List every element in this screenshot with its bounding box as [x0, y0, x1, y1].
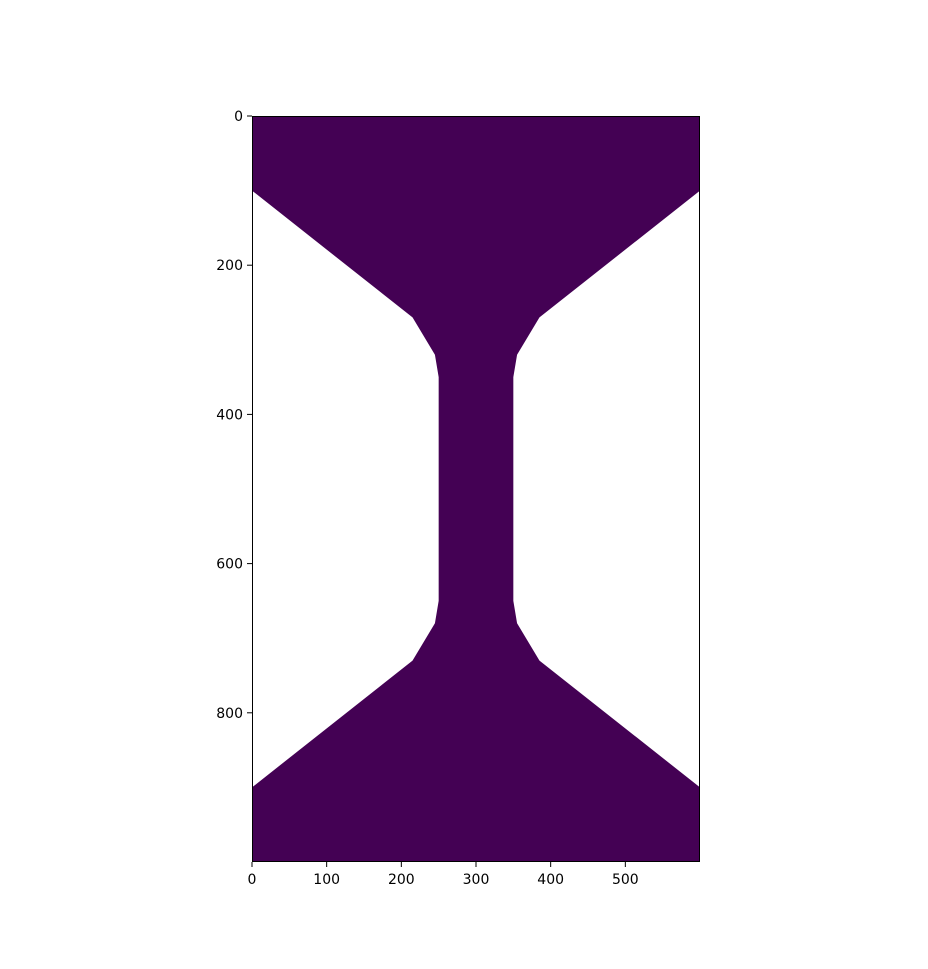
x-tick-label: 400 — [537, 872, 564, 888]
x-tick-label: 200 — [388, 872, 415, 888]
y-tick-label: 400 — [216, 407, 243, 423]
x-tick-label: 300 — [463, 872, 490, 888]
x-tick-label: 500 — [612, 872, 639, 888]
plot-area — [252, 116, 700, 862]
y-tick-label: 600 — [216, 557, 243, 573]
x-tick-label: 0 — [248, 872, 257, 888]
y-tick-label: 0 — [234, 109, 243, 125]
x-tick-label: 100 — [313, 872, 340, 888]
filled-region — [252, 116, 700, 862]
x-axis: 0 100 200 300 400 500 — [248, 862, 639, 888]
y-axis: 0 200 400 600 800 — [216, 109, 252, 722]
y-tick-label: 200 — [216, 258, 243, 274]
y-tick-label: 800 — [216, 706, 243, 722]
axes-frame — [252, 116, 700, 862]
